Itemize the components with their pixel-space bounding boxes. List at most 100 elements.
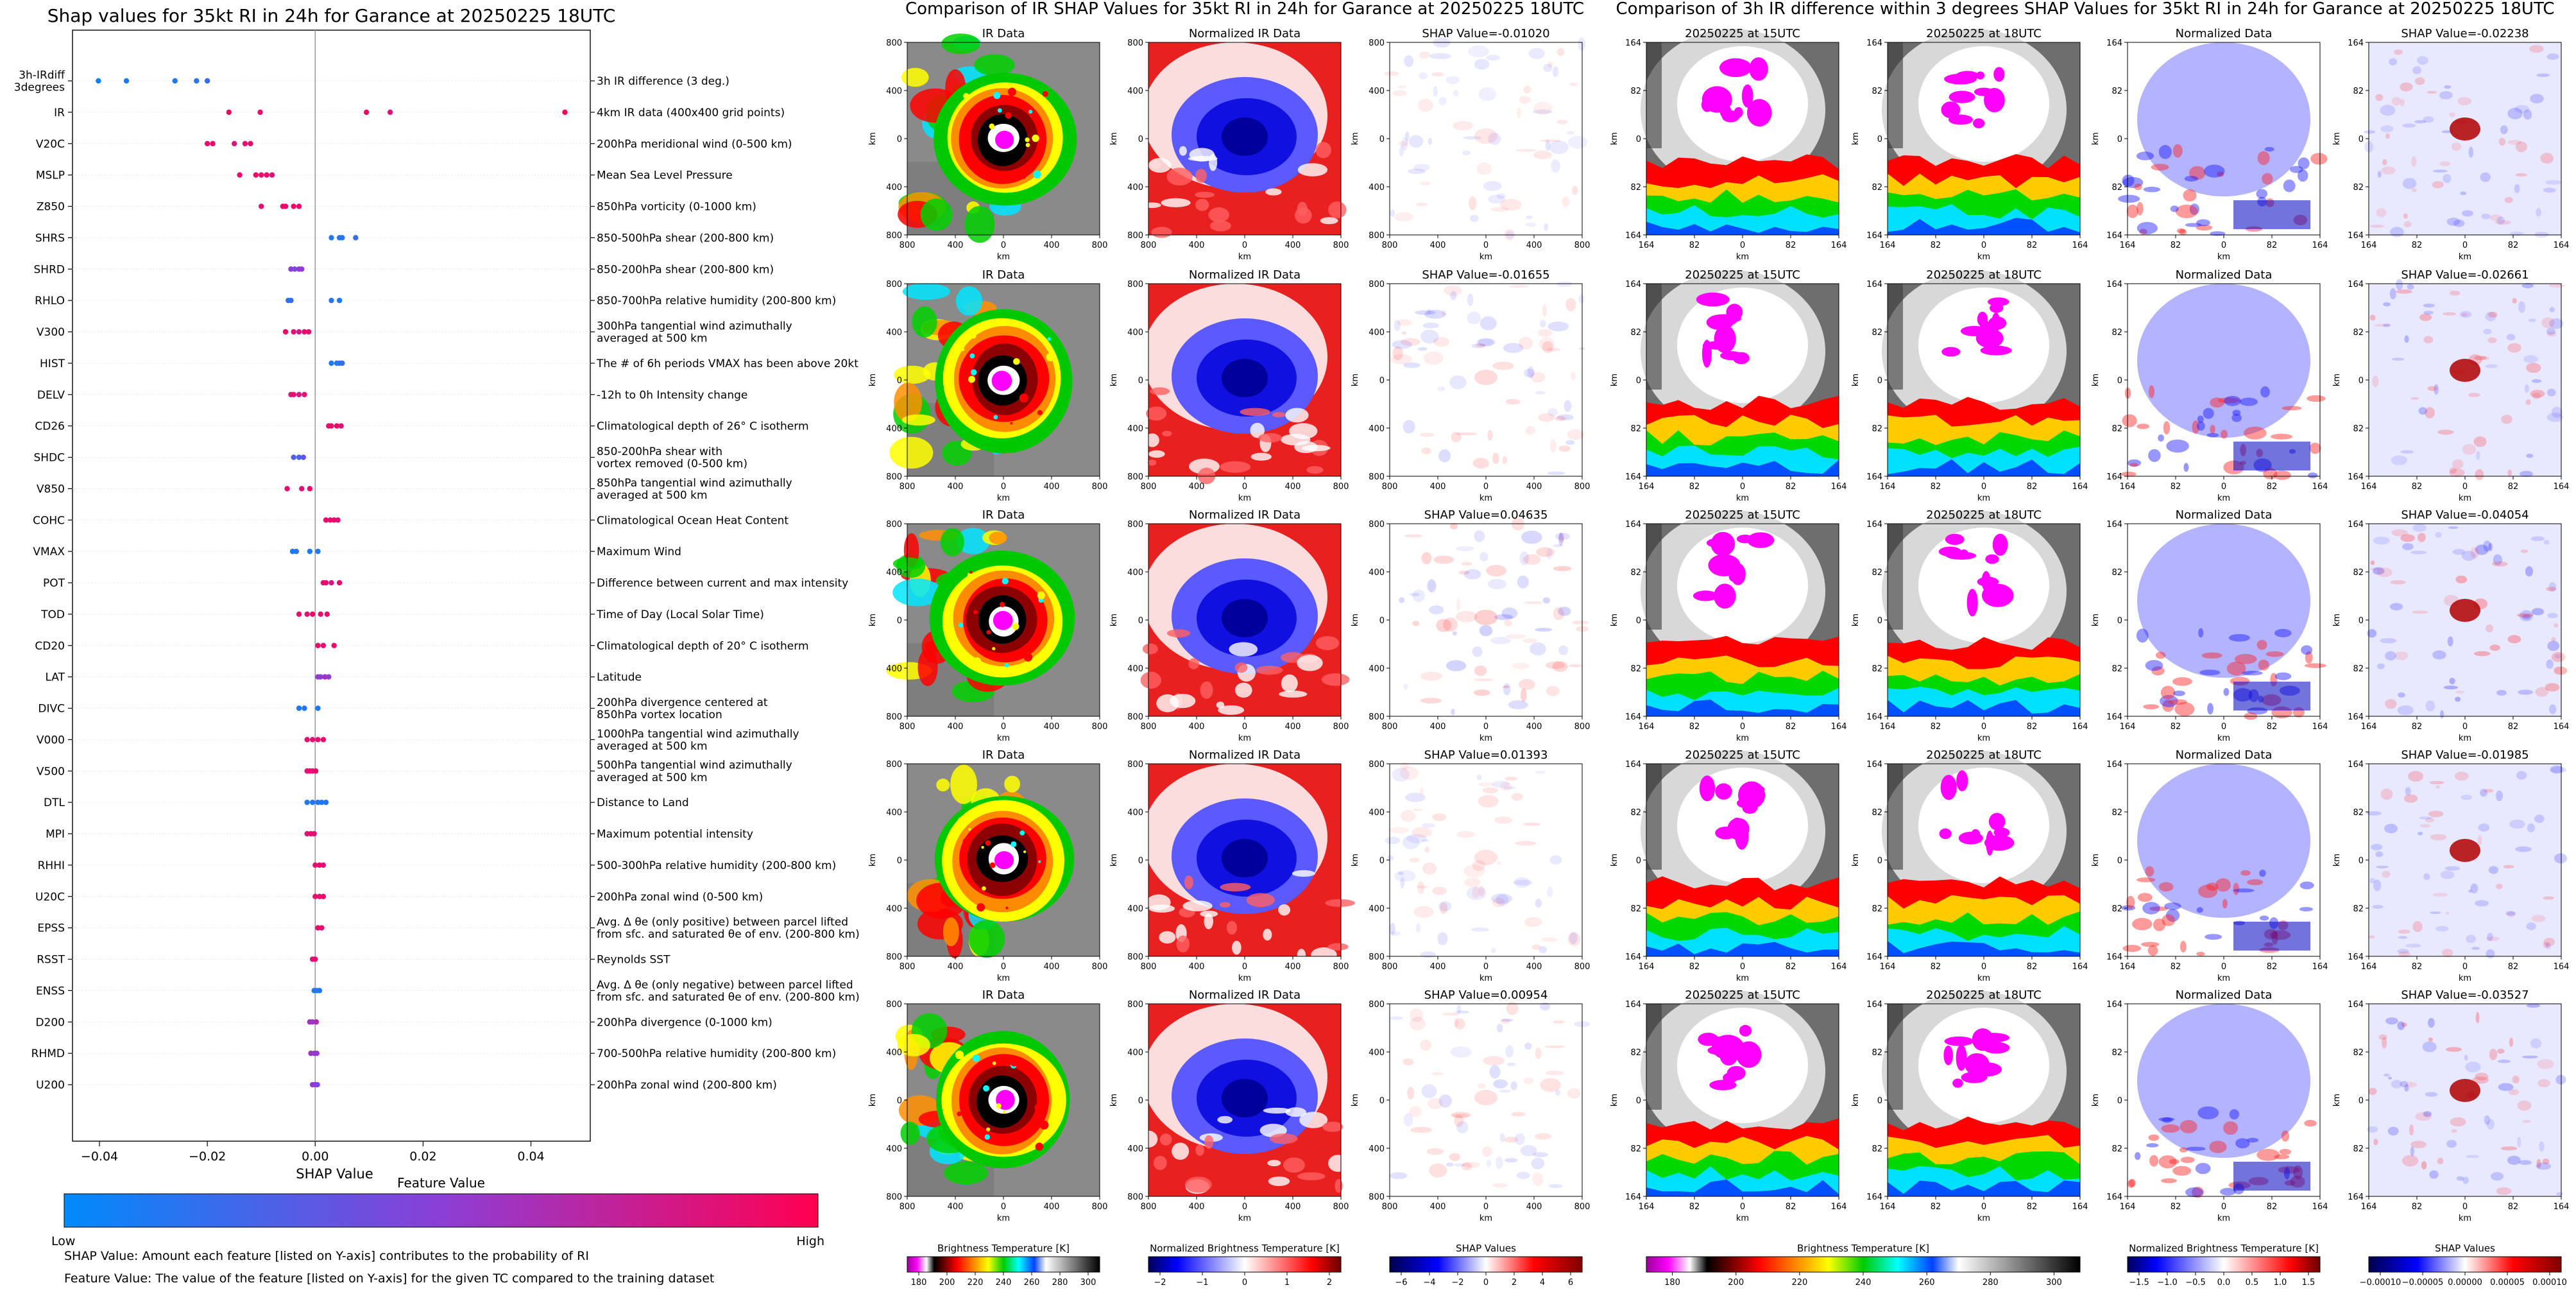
shap-point	[328, 235, 334, 241]
normdiff-texture	[2158, 434, 2164, 442]
norm-texture	[1217, 1115, 1233, 1124]
ir-speckle	[1002, 1110, 1006, 1114]
colorbar-tick-label: 260	[1919, 1278, 1935, 1288]
diffshap-texture	[2401, 1022, 2407, 1027]
norm-texture	[1321, 673, 1350, 686]
diffshap-texture	[2373, 537, 2390, 545]
shap-map-texture	[1541, 937, 1558, 942]
y-tick-label: 0	[2358, 135, 2364, 144]
shap-map-texture	[1400, 877, 1404, 889]
shap-map-texture	[1390, 209, 1395, 218]
x-tick-label: 82	[2412, 1202, 2423, 1212]
ir-speckle	[996, 1103, 1002, 1109]
diffshap-texture	[2368, 1087, 2377, 1095]
x-tick-label: 82	[1931, 1202, 1941, 1212]
shap-point	[257, 109, 263, 116]
norm-texture	[1283, 1157, 1305, 1173]
y-tick-label: 82	[2353, 1048, 2364, 1058]
diffshap-texture	[2421, 1161, 2427, 1170]
diffshap-texture	[2468, 146, 2473, 158]
bt-cold-cloud-top	[1971, 829, 1981, 839]
y-tick-label: 800	[1127, 280, 1143, 289]
shap-point	[259, 172, 264, 178]
diffshap-texture	[2470, 883, 2478, 894]
shap-value-title: SHAP Value=0.00954	[1424, 988, 1548, 1002]
shap-map-center	[1474, 610, 1497, 625]
y-tick-label: 400	[1127, 664, 1143, 674]
x-tick-label: 400	[1189, 241, 1205, 250]
y-tick-label: 400	[886, 568, 902, 578]
ir-speckle	[1042, 90, 1048, 97]
diffshap-texture	[2378, 1034, 2387, 1040]
x-tick-label: 82	[1786, 482, 1796, 492]
norm-texture	[1263, 1107, 1291, 1114]
panel-x-label: km	[2217, 734, 2230, 743]
diffshap-texture	[2548, 284, 2565, 288]
panel-y-label: km	[1351, 132, 1360, 145]
ir-cloud-blob	[912, 306, 937, 338]
norm-texture	[1142, 643, 1159, 655]
shap-point	[300, 454, 306, 460]
shap-map-texture	[1476, 162, 1492, 175]
normdiff-texture	[2196, 219, 2210, 227]
panel-title: Normalized Data	[2176, 988, 2273, 1002]
norm-texture	[1182, 900, 1213, 911]
diffshap-texture	[2457, 97, 2471, 106]
shap-map-texture	[1503, 343, 1524, 353]
shap-point	[309, 611, 316, 617]
x-tick-label: 0	[2221, 241, 2226, 250]
y-tick-label: 800	[1127, 39, 1143, 48]
shap-map-texture	[1474, 58, 1490, 70]
panel-title: 20250225 at 18UTC	[1926, 508, 2042, 522]
feature-code-label: COHC	[33, 514, 65, 527]
x-tick-label: 164	[2312, 722, 2328, 732]
ir-speckle	[1047, 337, 1052, 341]
diffshap-texture	[2462, 444, 2477, 455]
normdiff-texture	[2165, 909, 2180, 922]
x-tick-label: 82	[2412, 722, 2423, 732]
ir-cloud-blob	[917, 648, 938, 686]
shap-map-texture	[1482, 1146, 1492, 1157]
y-tick-label: 400	[1127, 87, 1143, 96]
diffshap-texture	[2461, 210, 2473, 217]
normdiff-texture	[2217, 397, 2240, 404]
shap-map-texture	[1521, 688, 1527, 702]
panel-y-label: km	[868, 132, 878, 145]
ir-speckle	[969, 353, 975, 359]
y-tick-label: 164	[2106, 952, 2122, 962]
diffshap-texture	[2530, 536, 2545, 542]
norm-texture	[1328, 201, 1347, 219]
shap-map-texture	[1542, 597, 1551, 604]
shap-map-texture	[1531, 1157, 1545, 1169]
shap-map-texture	[1412, 827, 1432, 838]
x-tick-label: 164	[2120, 1202, 2136, 1212]
shap-point	[312, 893, 318, 899]
shap-value-title: SHAP Value=-0.04054	[2401, 508, 2529, 522]
x-tick-label: 164	[2312, 1202, 2328, 1212]
diffshap-texture	[2542, 1158, 2550, 1165]
shap-map-texture	[1426, 1148, 1444, 1155]
colorbar-tick-label: 200	[1728, 1278, 1744, 1288]
y-tick-label: 82	[1630, 904, 1641, 914]
shap-map-texture	[1449, 522, 1458, 530]
normdiff-texture	[2162, 700, 2174, 712]
ir-speckle	[1010, 422, 1013, 425]
ir-speckle	[972, 1055, 980, 1062]
normdiff-texture	[2174, 702, 2195, 716]
normdiff-texture	[2210, 424, 2215, 434]
x-tick-label: 82	[2171, 722, 2181, 732]
x-tick-label: 164	[2361, 241, 2377, 250]
diffshap-texture	[2417, 831, 2423, 836]
shap-map-texture	[1410, 592, 1420, 597]
bt-color-band	[1888, 218, 2080, 235]
norm-texture	[1234, 682, 1252, 698]
normdiff-texture	[2136, 151, 2154, 160]
shap-map-texture	[1399, 766, 1419, 780]
shap-point	[284, 486, 290, 492]
feature-code-label: VMAX	[33, 546, 65, 558]
y-tick-label: 164	[2106, 1000, 2122, 1010]
shap-point	[315, 737, 321, 743]
norm-texture	[1220, 461, 1251, 473]
y-tick-label: 400	[1369, 424, 1385, 434]
y-tick-label: 82	[2111, 664, 2122, 674]
